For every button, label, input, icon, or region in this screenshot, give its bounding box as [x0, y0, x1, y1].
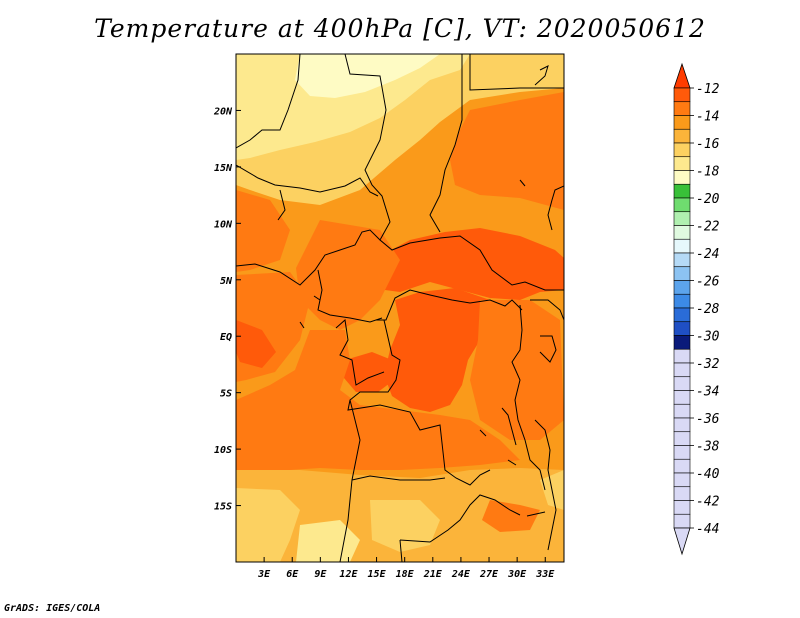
colorbar-bin [673, 87, 691, 103]
y-tick-label: 5S [220, 389, 232, 400]
map-title: Temperature at 400hPa [C], VT: 202005061… [94, 14, 706, 43]
x-tick-label: 33E [535, 569, 555, 580]
colorbar-bin [673, 472, 691, 488]
colorbar-label: -36 [696, 412, 720, 427]
colorbar-label: -18 [696, 165, 720, 180]
y-tick-label: 5N [220, 276, 233, 287]
colorbar-label: -20 [696, 192, 720, 207]
colorbar-bin [673, 142, 691, 158]
country-boundaries [236, 54, 564, 562]
colorbar-label: -32 [696, 357, 720, 372]
colorbar-bin [673, 225, 691, 240]
colorbar-bottom-arrow [673, 527, 691, 556]
colorbar-bin [673, 156, 691, 171]
colorbar-bin [673, 376, 691, 391]
colorbar-bin [673, 183, 691, 199]
colorbar-bin [673, 348, 691, 364]
x-tick-label: 27E [479, 569, 499, 580]
colorbar-label: -16 [696, 137, 720, 152]
y-tick-label: 10S [214, 445, 232, 456]
colorbar-bin [673, 335, 691, 350]
colorbar-bin [673, 238, 691, 254]
colorbar-label: -28 [696, 302, 720, 317]
colorbar-bin [673, 321, 691, 336]
y-tick-label: 15S [214, 502, 232, 513]
x-tick-label: 24E [451, 569, 471, 580]
colorbar-bin [673, 431, 691, 446]
y-tick-label: EQ [220, 332, 232, 343]
colorbar-bin [673, 390, 691, 405]
x-tick-label: 3E [257, 569, 271, 580]
colorbar-bin [673, 445, 691, 460]
colorbar-label: -34 [696, 385, 719, 400]
colorbar-bin [673, 403, 691, 419]
x-axis: 3E 6E 9E 12E 15E 18E 21E 24E 27E 30E 33E [257, 557, 555, 580]
colorbar-label: -26 [696, 275, 720, 290]
colorbar-bin [673, 101, 691, 116]
colorbar-bin [673, 170, 691, 185]
colorbar-bin [673, 417, 691, 433]
colorbar-label: -12 [696, 82, 720, 97]
colorbar-bin [673, 280, 691, 295]
colorbar-label: -40 [696, 467, 720, 482]
colorbar-bin [673, 197, 691, 213]
colorbar-label: -38 [696, 440, 720, 455]
plot-frame [235, 53, 565, 563]
colorbar-bin [673, 252, 691, 268]
x-tick-label: 9E [314, 569, 327, 580]
colorbar-label: -44 [696, 522, 719, 537]
colorbar-bin [673, 362, 691, 378]
x-tick-label: 21E [423, 569, 443, 580]
colorbar-bin [673, 486, 691, 501]
x-tick-label: 15E [368, 569, 387, 580]
x-tick-label: 18E [396, 569, 415, 580]
x-tick-label: 12E [339, 569, 358, 580]
y-tick-label: 10N [214, 219, 233, 230]
colorbar-label: -24 [696, 247, 719, 262]
y-axis: 20N 15N 10N 5N EQ 5S 10S 15S [213, 106, 241, 513]
colorbar: -12 -14 -16 -18 -20 -22 -24 -26 -28 -30 -32 -34 -36 -… [673, 62, 720, 556]
colorbar-label: -22 [696, 220, 720, 235]
footer-credit: GrADS: IGES/COLA [4, 603, 101, 614]
colorbar-label: -14 [696, 110, 719, 125]
colorbar-bin [673, 458, 691, 474]
colorbar-label: -42 [696, 495, 720, 510]
colorbar-bin [673, 211, 691, 226]
colorbar-bin [673, 293, 691, 309]
x-tick-label: 30E [507, 569, 527, 580]
y-tick-label: 15N [214, 163, 233, 174]
colorbar-bin [673, 128, 691, 144]
x-tick-label: 6E [286, 569, 299, 580]
colorbar-bin [673, 266, 691, 281]
temperature-field [236, 54, 564, 562]
colorbar-bin [673, 513, 691, 529]
colorbar-bin [673, 500, 691, 515]
colorbar-label: -30 [696, 330, 720, 345]
y-tick-label: 20N [213, 106, 233, 117]
colorbar-bin [673, 115, 691, 130]
colorbar-top-arrow [673, 62, 691, 89]
colorbar-bin [673, 307, 691, 323]
